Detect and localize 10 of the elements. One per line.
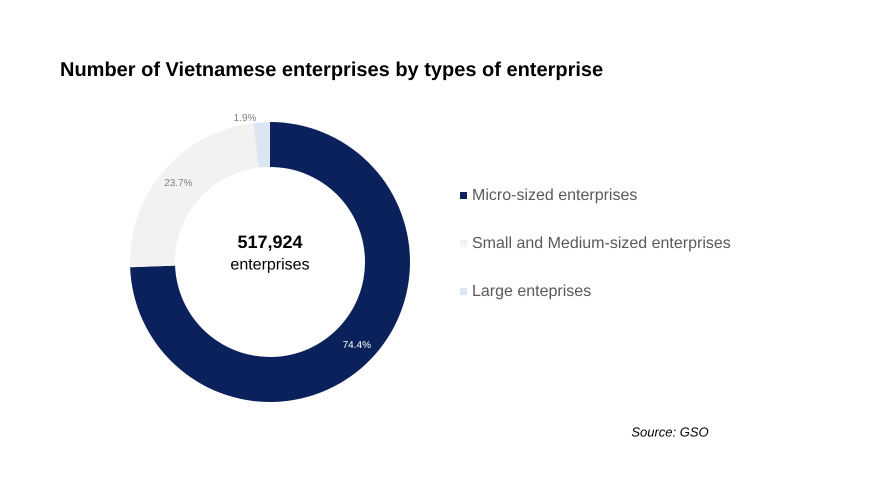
- chart-title: Number of Vietnamese enterprises by types of enterprise: [60, 59, 604, 81]
- source-note: Source: GSO: [631, 424, 709, 440]
- legend-label: Micro-sized enterprises: [472, 187, 638, 204]
- data-label: 23.7%: [164, 178, 193, 190]
- text: enterprises: [230, 256, 310, 274]
- legend-label: Small and Medium-sized enterprises: [472, 235, 731, 252]
- legend-label: Large enteprises: [472, 283, 592, 300]
- data-label: 74.4%: [342, 340, 372, 352]
- text: 517,924: [237, 232, 303, 252]
- data-label: 1.9%: [234, 112, 257, 124]
